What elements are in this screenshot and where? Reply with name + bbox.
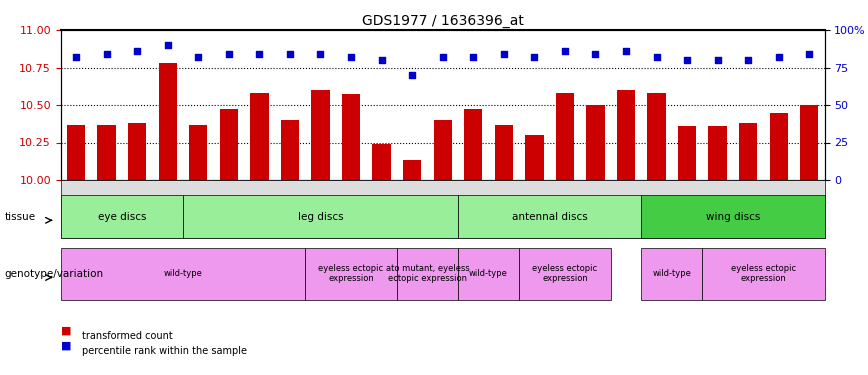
Point <box>466 54 480 60</box>
Bar <box>97 124 115 180</box>
Point <box>222 51 236 57</box>
Point <box>558 48 572 54</box>
Point <box>741 57 755 63</box>
Text: ■: ■ <box>61 341 71 351</box>
Bar <box>770 112 788 180</box>
Bar <box>403 160 421 180</box>
Text: eyeless ectopic
expression: eyeless ectopic expression <box>532 264 597 284</box>
Bar <box>586 105 605 180</box>
Point <box>344 54 358 60</box>
Bar <box>648 93 666 180</box>
Point <box>496 51 510 57</box>
Bar <box>159 63 177 180</box>
Bar <box>67 124 85 180</box>
Bar <box>525 135 543 180</box>
Point <box>405 72 419 78</box>
Point <box>649 54 663 60</box>
Point <box>589 51 602 57</box>
Point <box>436 54 450 60</box>
Text: antennal discs: antennal discs <box>512 211 588 222</box>
Bar <box>250 93 268 180</box>
Text: ■: ■ <box>61 326 71 336</box>
Point <box>161 42 174 48</box>
Bar <box>617 90 635 180</box>
Point <box>711 57 725 63</box>
Text: wild-type: wild-type <box>469 269 508 278</box>
Bar <box>372 144 391 180</box>
Point <box>69 54 83 60</box>
Point <box>802 51 816 57</box>
Point <box>191 54 205 60</box>
Bar <box>433 120 452 180</box>
Title: GDS1977 / 1636396_at: GDS1977 / 1636396_at <box>362 13 523 28</box>
Bar <box>342 94 360 180</box>
Text: ato mutant, eyeless
ectopic expression: ato mutant, eyeless ectopic expression <box>385 264 470 284</box>
Text: eyeless ectopic
expression: eyeless ectopic expression <box>319 264 384 284</box>
Point <box>375 57 389 63</box>
Text: leg discs: leg discs <box>298 211 343 222</box>
Point <box>772 54 786 60</box>
Bar <box>220 110 238 180</box>
Bar <box>464 110 483 180</box>
Bar <box>556 93 574 180</box>
Bar <box>280 120 299 180</box>
Bar <box>128 123 147 180</box>
Text: eyeless ectopic
expression: eyeless ectopic expression <box>731 264 796 284</box>
Text: wild-type: wild-type <box>163 269 202 278</box>
Bar <box>189 124 207 180</box>
Point <box>681 57 694 63</box>
Bar <box>739 123 758 180</box>
Text: genotype/variation: genotype/variation <box>4 269 103 279</box>
Point <box>283 51 297 57</box>
Text: wild-type: wild-type <box>653 269 691 278</box>
Bar <box>678 126 696 180</box>
Point <box>253 51 266 57</box>
Point <box>313 51 327 57</box>
Point <box>100 51 114 57</box>
Text: tissue: tissue <box>4 211 36 222</box>
Text: transformed count: transformed count <box>82 331 174 340</box>
Point <box>130 48 144 54</box>
Bar <box>800 105 819 180</box>
Text: percentile rank within the sample: percentile rank within the sample <box>82 346 247 355</box>
Bar <box>708 126 727 180</box>
Text: eye discs: eye discs <box>97 211 146 222</box>
Bar <box>312 90 330 180</box>
Point <box>528 54 542 60</box>
Bar <box>495 124 513 180</box>
Point <box>619 48 633 54</box>
Text: wing discs: wing discs <box>706 211 760 222</box>
